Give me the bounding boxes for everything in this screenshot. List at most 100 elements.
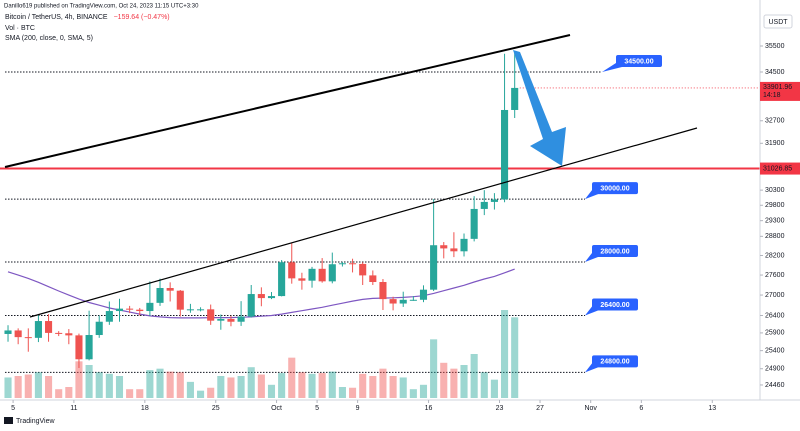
candle-body: [278, 262, 286, 297]
candle-body: [227, 318, 235, 322]
volume-bar: [369, 376, 377, 398]
volume-bar: [278, 373, 286, 398]
candle-body: [369, 275, 377, 283]
level-label: 30000.00: [600, 186, 629, 193]
volume-bar: [156, 368, 164, 398]
volume-bar: [430, 339, 438, 398]
candle-body: [440, 245, 448, 249]
y-tick-label: 24460: [765, 382, 785, 389]
volume-bar: [85, 365, 93, 398]
level-label: 24800.00: [600, 359, 629, 366]
volume-bar: [227, 377, 235, 398]
x-tick-label: 23: [496, 405, 504, 412]
candle-body: [156, 288, 164, 303]
y-tick-label: 27000: [765, 292, 785, 299]
y-tick-label: 31900: [765, 140, 785, 147]
candle-body: [95, 321, 103, 336]
level-label: 28000.00: [600, 248, 629, 255]
y-tick-label: 29800: [765, 202, 785, 209]
x-tick-label: 27: [536, 405, 544, 412]
volume-bar: [166, 371, 174, 398]
candle-body: [34, 321, 42, 338]
brand: TradingView: [16, 418, 55, 425]
plot-area: [0, 51, 760, 398]
symbol-title: Bitcoin / TetherUS, 4h, BINANCE: [5, 14, 108, 21]
candle-body: [288, 262, 296, 279]
level-box: [592, 182, 638, 195]
candle-body: [328, 264, 336, 282]
level-box: [592, 244, 638, 257]
volume-bar: [55, 389, 63, 398]
candle-body: [460, 238, 468, 252]
volume-bar: [267, 384, 276, 398]
volume-bar: [399, 377, 407, 398]
volume-bar: [480, 372, 488, 398]
x-tick-label: 18: [141, 405, 149, 412]
currency: USDT: [768, 19, 788, 26]
symbol-line: Bitcoin / TetherUS, 4h, BINANCE −159.64 (…: [5, 14, 170, 21]
volume-bar: [136, 389, 144, 398]
support-price-label: 31026.85: [763, 165, 792, 172]
volume-bar: [308, 373, 316, 398]
volume-bar: [419, 384, 428, 398]
published-note: Danillo619 published on TradingView.com,…: [4, 4, 199, 10]
level-box: [592, 355, 638, 368]
candle-body: [359, 263, 367, 276]
x-tick-label: 5: [315, 405, 319, 412]
volume-bar: [207, 387, 215, 398]
x-tick-label: 5: [11, 405, 15, 412]
candle-body: [4, 330, 12, 334]
volume-bar: [359, 373, 367, 398]
candle-body: [197, 309, 205, 311]
volume-bar: [65, 387, 73, 398]
y-tick-label: 34500: [765, 69, 785, 76]
volume-bar: [247, 367, 255, 398]
candle-body: [511, 87, 519, 110]
x-tick-label: 25: [212, 405, 220, 412]
x-tick-label: Nov: [584, 405, 597, 412]
volume-bar: [460, 365, 468, 398]
volume-bar: [328, 371, 336, 398]
volume-bar: [105, 373, 113, 398]
candle-body: [419, 289, 428, 300]
candle-body: [480, 201, 488, 209]
candle-body: [379, 282, 387, 300]
volume-bar: [95, 372, 103, 398]
sma-line: [7, 268, 515, 319]
level-box: [592, 298, 638, 311]
candle-body: [308, 268, 316, 281]
candle-body: [75, 335, 83, 360]
x-tick-label: 9: [356, 405, 360, 412]
candle-body: [430, 245, 438, 290]
volume-bar: [440, 362, 448, 398]
candle-body: [409, 299, 417, 301]
candle-body: [105, 311, 113, 322]
y-tick-label: 29300: [765, 218, 785, 225]
volume-bar: [4, 377, 12, 398]
candle-body: [399, 299, 407, 304]
candle-body: [14, 330, 22, 338]
volume-bar: [490, 379, 498, 398]
volume-bar: [237, 376, 245, 398]
volume-bar: [176, 372, 184, 398]
last-price-box: [760, 81, 800, 101]
level-label: 34500.00: [624, 58, 653, 65]
candle-body: [176, 290, 184, 310]
candle-body: [45, 321, 53, 333]
candle-body: [470, 208, 478, 239]
brand-logo: [4, 417, 13, 424]
y-tick-label: 25400: [765, 347, 785, 354]
candle-body: [349, 263, 357, 265]
volume-bar: [511, 317, 519, 398]
candle-body: [85, 335, 93, 360]
volume-bar: [257, 374, 265, 398]
y-tick-label: 25900: [765, 330, 785, 337]
volume-bar: [298, 372, 306, 398]
candle-body: [115, 308, 124, 312]
volume-bar: [409, 389, 417, 398]
candle-body: [501, 109, 509, 200]
volume-bar: [126, 389, 134, 398]
volume-bar: [318, 373, 326, 398]
price-change: −159.64 (−0.47%): [114, 14, 170, 21]
